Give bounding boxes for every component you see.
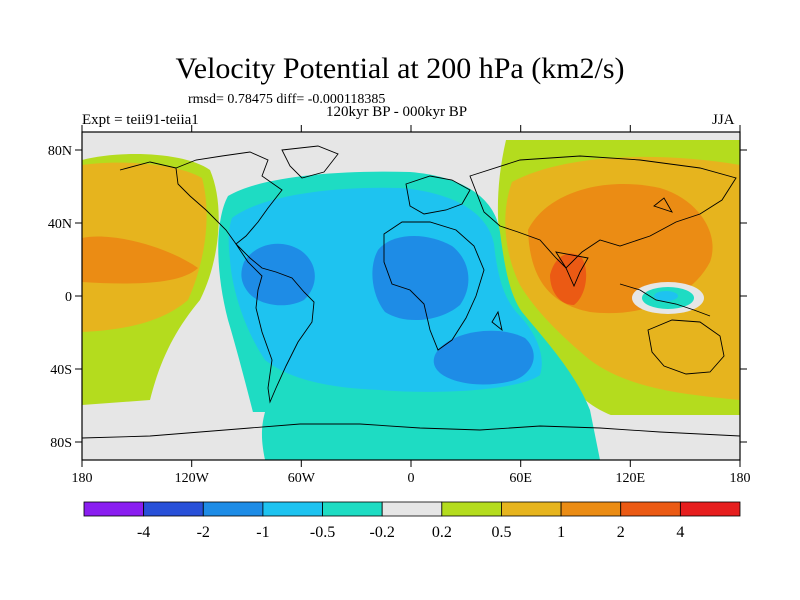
colorbar-label: 4 [676, 524, 684, 541]
colorbar-label: 2 [617, 524, 625, 541]
lon-label: 180 [730, 471, 751, 486]
colorbar-labels: -4 -2 -1 -0.5 -0.2 0.2 0.5 1 2 4 [137, 524, 684, 541]
colorbar-label: -1 [256, 524, 269, 541]
lon-label: 120E [616, 471, 646, 486]
positive-region-east-pacific-1 [82, 236, 198, 284]
lon-tick-marks [81, 125, 741, 467]
colorbar-swatch [501, 501, 562, 517]
colorbar [83, 501, 741, 517]
coastlines [82, 145, 740, 439]
lon-labels: 180 120W 60W 0 60E 120E 180 [72, 471, 751, 486]
lon-label: 180 [72, 471, 93, 486]
season-label: JJA [712, 112, 735, 128]
colorbar-swatch [262, 501, 323, 517]
colorbar-label: 1 [557, 524, 565, 541]
colorbar-swatch [679, 501, 741, 517]
lon-label: 0 [408, 471, 415, 486]
lon-label: 60W [288, 471, 316, 486]
colorbar-swatch [322, 501, 383, 517]
colorbar-swatch [381, 501, 443, 517]
lat-label: 0 [65, 290, 72, 305]
period-label: 120kyr BP - 000kyr BP [326, 104, 468, 120]
lat-tick-marks [75, 149, 747, 443]
experiment-label: Expt = teii91-teiia1 [82, 112, 199, 128]
positive-region-asia-pacific-2 [550, 253, 587, 305]
colorbar-swatch [620, 501, 681, 517]
colorbar-swatch [202, 501, 264, 517]
colorbar-label: -2 [197, 524, 210, 541]
colorbar-swatch [143, 501, 204, 517]
lat-label: 40N [48, 217, 72, 232]
maritime-negative-core [654, 291, 678, 301]
lat-label: 40S [50, 363, 72, 378]
negative-region-atlantic-1-america [241, 243, 315, 306]
stats-label: rmsd= 0.78475 diff= -0.000118385 [188, 92, 386, 107]
negative-region-atlantic-1-south [433, 330, 534, 385]
map-title: Velocity Potential at 200 hPa (km2/s) [175, 52, 625, 85]
contour-fields [82, 132, 740, 460]
colorbar-swatch [83, 501, 145, 517]
lon-label: 120W [175, 471, 210, 486]
lon-label: 60E [509, 471, 532, 486]
colorbar-swatch [560, 501, 622, 517]
colorbar-label: -0.5 [310, 524, 335, 541]
colorbar-label: 0.5 [491, 524, 511, 541]
negative-region-atlantic-1-africa [372, 235, 469, 321]
colorbar-label: -4 [137, 524, 150, 541]
colorbar-label: -0.2 [370, 524, 395, 541]
antarctic-band [82, 412, 740, 460]
lat-label: 80N [48, 144, 72, 159]
lat-label: 80S [50, 436, 72, 451]
colorbar-swatch [441, 501, 502, 517]
lat-labels: 80N 40N 0 40S 80S [48, 144, 72, 451]
colorbar-label: 0.2 [432, 524, 452, 541]
